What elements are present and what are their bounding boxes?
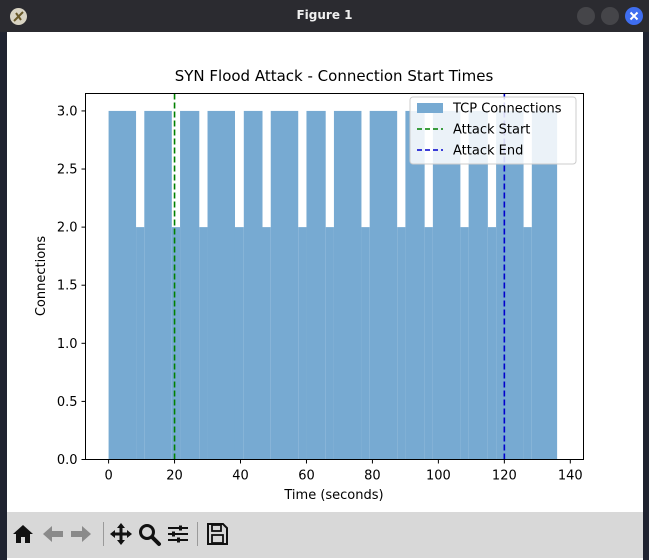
y-tick-label: 0.0: [57, 453, 78, 468]
y-tick-label: 2.5: [57, 163, 78, 178]
histogram-bar: [199, 227, 208, 460]
chart: SYN Flood Attack - Connection Start Time…: [34, 67, 584, 503]
histogram-bar: [298, 227, 307, 460]
histogram-bar: [369, 110, 398, 460]
back-button[interactable]: [39, 520, 67, 548]
x-tick-label: 60: [298, 469, 315, 484]
vlines-group: [173, 93, 506, 460]
legend-label-attack-start: Attack Start: [453, 123, 530, 138]
histogram-bar: [207, 110, 235, 460]
x-tick-label: 20: [166, 469, 183, 484]
y-tick-label: 3.0: [57, 104, 78, 119]
window-title: Figure 1: [296, 8, 353, 22]
histogram-bar: [496, 110, 524, 460]
histogram-bar: [270, 110, 299, 460]
close-button[interactable]: [625, 7, 643, 25]
x-tick-label: 0: [104, 469, 112, 484]
y-tick-label: 0.5: [57, 395, 78, 410]
histogram-bar: [243, 110, 263, 460]
figure-canvas[interactable]: SYN Flood Attack - Connection Start Time…: [7, 32, 643, 512]
histogram-bar: [487, 227, 497, 460]
x-tick-label: 140: [558, 469, 583, 484]
save-button[interactable]: [203, 520, 231, 548]
legend-patch-tcp: [417, 103, 443, 113]
histogram-bar: [136, 227, 145, 460]
histogram-bar: [397, 227, 406, 460]
legend-label-attack-end: Attack End: [453, 144, 523, 159]
pan-icon: [110, 523, 132, 545]
histogram-bar: [144, 110, 172, 460]
minimize-button[interactable]: [577, 7, 595, 25]
histogram-bar: [432, 110, 461, 460]
forward-icon: [71, 526, 91, 542]
x-tick-label: 100: [426, 469, 451, 484]
histogram-bar: [234, 227, 244, 460]
legend: TCP Connections Attack Start Attack End: [409, 96, 577, 165]
x-tick-label: 120: [492, 469, 517, 484]
x-tick-label: 40: [232, 469, 249, 484]
histogram-bar: [424, 227, 433, 460]
y-axis-label: Connections: [34, 236, 49, 317]
histogram-bar: [325, 227, 334, 460]
histogram-bar: [108, 110, 137, 460]
maximize-button[interactable]: [601, 7, 619, 25]
x-axis-label: Time (seconds): [283, 488, 383, 503]
histogram-bar: [531, 110, 558, 460]
app-icon: [10, 8, 27, 25]
y-tick-label: 1.5: [57, 279, 78, 294]
histogram-bar: [306, 110, 326, 460]
histogram-bar: [180, 110, 200, 460]
histogram-bar: [405, 110, 425, 460]
legend-label-tcp: TCP Connections: [452, 102, 562, 117]
pan-button[interactable]: [107, 520, 135, 548]
histogram-bar: [460, 227, 469, 460]
histogram-bar: [523, 227, 532, 460]
title-bar: Figure 1: [0, 0, 649, 32]
x-ticks-group: 0 20 40 60 80 100 120 140: [104, 459, 583, 484]
back-icon: [43, 526, 63, 542]
subplots-button[interactable]: [164, 520, 192, 548]
y-tick-label: 1.0: [57, 337, 78, 352]
home-icon: [13, 525, 33, 543]
axes-frame: [85, 93, 584, 460]
zoom-button[interactable]: [135, 520, 163, 548]
navigation-toolbar: [7, 512, 643, 558]
chart-title: SYN Flood Attack - Connection Start Time…: [175, 67, 494, 85]
subplots-icon: [168, 525, 188, 543]
save-icon: [207, 523, 228, 545]
histogram-bar: [171, 227, 181, 460]
histogram-bar: [468, 110, 488, 460]
home-button[interactable]: [9, 520, 37, 548]
histogram-bar: [333, 110, 362, 460]
histogram-bar: [262, 227, 271, 460]
histogram-bar: [361, 227, 370, 460]
close-icon: [629, 11, 639, 21]
x-tick-label: 80: [364, 469, 381, 484]
legend-box: [409, 96, 577, 165]
y-tick-label: 2.0: [57, 221, 78, 236]
zoom-icon: [139, 524, 161, 546]
y-ticks-group: 0.0 0.5 1.0 1.5 2.0 2.5 3.0: [57, 104, 86, 468]
forward-button[interactable]: [67, 520, 95, 548]
bars-group: [108, 110, 558, 460]
